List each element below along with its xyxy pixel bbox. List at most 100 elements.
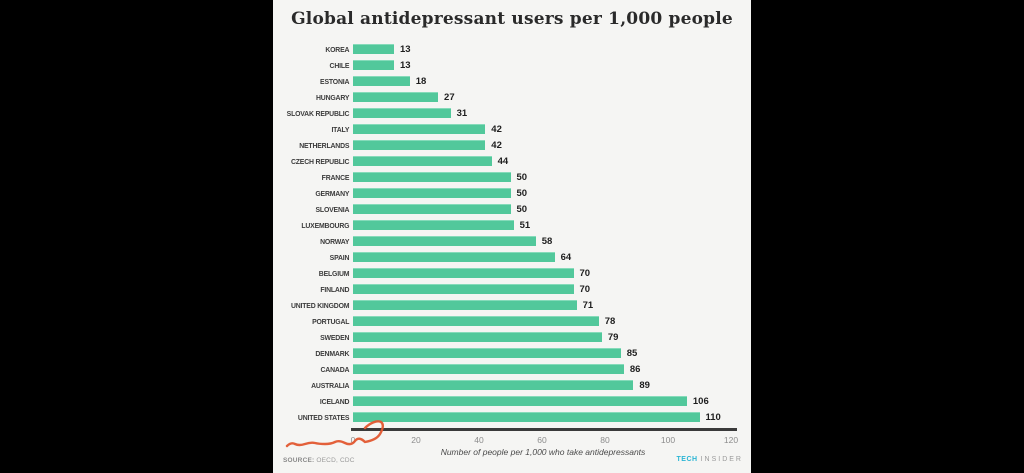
country-label: CZECH REPUBLIC xyxy=(290,156,350,166)
country-label: UNITED STATES xyxy=(297,412,350,422)
chart-row: KOREA 13 xyxy=(273,41,751,57)
x-axis-ticks: 0 20 40 60 80 100 120 xyxy=(273,435,751,447)
bar xyxy=(353,268,574,278)
x-axis-line xyxy=(351,428,737,431)
chart-title: Global antidepressant users per 1,000 pe… xyxy=(291,9,733,29)
chart-panel: Global antidepressant users per 1,000 pe… xyxy=(273,0,751,473)
bar xyxy=(353,108,451,118)
country-label: CANADA xyxy=(320,364,350,374)
bar xyxy=(353,300,577,310)
bar xyxy=(353,156,492,166)
country-label: SWEDEN xyxy=(320,332,350,342)
country-label: ICELAND xyxy=(319,396,350,406)
chart-row: ITALY 42 xyxy=(273,121,751,137)
source-label: SOURCE: xyxy=(283,457,315,464)
value-label: 50 xyxy=(516,203,528,215)
value-label: 58 xyxy=(541,235,553,247)
country-label: SPAIN xyxy=(329,252,350,262)
value-label: 18 xyxy=(415,75,427,87)
x-axis-tick: 20 xyxy=(411,435,421,445)
country-label: SLOVENIA xyxy=(315,204,350,214)
chart-row: NETHERLANDS 42 xyxy=(273,137,751,153)
bar xyxy=(353,204,511,214)
chart-row: UNITED STATES 110 xyxy=(273,409,751,425)
chart-row: FINLAND 70 xyxy=(273,281,751,297)
value-label: 106 xyxy=(692,395,709,407)
chart-row: NORWAY 58 xyxy=(273,233,751,249)
value-label: 86 xyxy=(629,363,641,375)
bar xyxy=(353,140,486,150)
value-label: 70 xyxy=(579,267,591,279)
x-axis-label: Number of people per 1,000 who take anti… xyxy=(440,447,646,457)
x-axis-tick: 80 xyxy=(600,435,610,445)
source-value: OECD, CDC xyxy=(316,457,355,464)
value-label: 70 xyxy=(579,283,591,295)
bar xyxy=(353,364,624,374)
country-label: DENMARK xyxy=(315,348,350,358)
chart-row: UNITED KINGDOM 71 xyxy=(273,297,751,313)
country-label: NORWAY xyxy=(320,236,350,246)
country-label: NETHERLANDS xyxy=(299,140,350,150)
bar xyxy=(353,396,687,406)
value-label: 13 xyxy=(399,43,411,55)
value-label: 44 xyxy=(497,155,509,167)
source-credit: SOURCE: OECD, CDC xyxy=(283,457,355,464)
value-label: 42 xyxy=(491,123,502,135)
chart-row: HUNGARY 27 xyxy=(273,89,751,105)
value-label: 31 xyxy=(456,107,468,119)
country-label: SLOVAK REPUBLIC xyxy=(286,108,350,118)
value-label: 13 xyxy=(399,59,411,71)
value-label: 42 xyxy=(491,139,502,151)
x-axis-tick: 120 xyxy=(723,435,739,445)
brand-tech-text: TECH xyxy=(676,456,698,463)
country-label: GERMANY xyxy=(315,188,350,198)
value-label: 27 xyxy=(444,91,455,103)
chart-row: LUXEMBOURG 51 xyxy=(273,217,751,233)
chart-row: SWEDEN 79 xyxy=(273,329,751,345)
bar xyxy=(353,220,514,230)
country-label: FRANCE xyxy=(321,172,350,182)
x-axis-tick: 100 xyxy=(660,435,676,445)
country-label: KOREA xyxy=(325,44,350,54)
bar xyxy=(353,92,439,102)
bar xyxy=(353,348,621,358)
bar xyxy=(353,236,536,246)
chart-row: SLOVENIA 50 xyxy=(273,201,751,217)
country-label: AUSTRALIA xyxy=(311,380,350,390)
value-label: 85 xyxy=(626,347,638,359)
chart-row: CHILE 13 xyxy=(273,57,751,73)
country-label: FINLAND xyxy=(320,284,350,294)
value-label: 89 xyxy=(639,379,650,391)
country-label: HUNGARY xyxy=(315,92,350,102)
country-label: LUXEMBOURG xyxy=(301,220,350,230)
bar xyxy=(353,44,394,54)
chart-row: DENMARK 85 xyxy=(273,345,751,361)
bar xyxy=(353,412,700,422)
chart-row: ICELAND 106 xyxy=(273,393,751,409)
value-label: 79 xyxy=(607,331,619,343)
value-label: 110 xyxy=(705,411,721,423)
chart-row: CZECH REPUBLIC 44 xyxy=(273,153,751,169)
value-label: 51 xyxy=(519,219,531,231)
brand-insider-text: INSIDER xyxy=(700,456,743,463)
value-label: 50 xyxy=(516,187,528,199)
country-label: ITALY xyxy=(331,124,350,134)
bar xyxy=(353,380,634,390)
bar xyxy=(353,188,511,198)
value-label: 50 xyxy=(516,171,528,183)
bar-chart: KOREA 13 CHILE 13 ESTONIA 18 HUNGARY 27 SLOVAK R… xyxy=(273,41,751,425)
chart-row: SPAIN 64 xyxy=(273,249,751,265)
bar xyxy=(353,124,486,134)
country-label: BELGIUM xyxy=(318,268,350,278)
bar xyxy=(353,60,394,70)
bar xyxy=(353,332,602,342)
value-label: 71 xyxy=(582,299,594,311)
country-label: UNITED KINGDOM xyxy=(290,300,350,310)
chart-row: CANADA 86 xyxy=(273,361,751,377)
bar xyxy=(353,172,511,182)
value-label: 78 xyxy=(604,315,616,327)
country-label: ESTONIA xyxy=(320,76,350,86)
bar xyxy=(353,252,555,262)
brand-logo: TECH INSIDER xyxy=(677,456,743,463)
